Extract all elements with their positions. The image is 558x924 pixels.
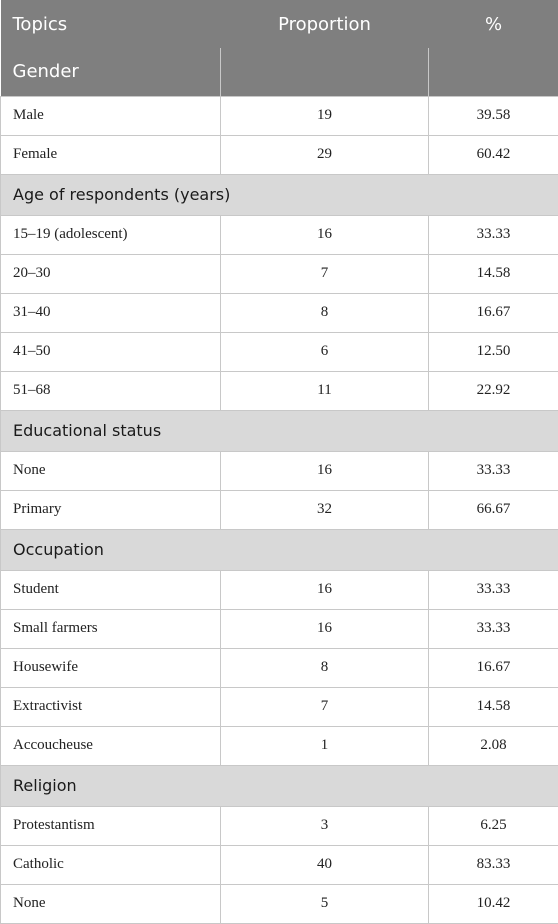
row-percent: 22.92 xyxy=(429,371,558,410)
row-percent: 33.33 xyxy=(429,609,558,648)
table-row: 15–19 (adolescent) 16 33.33 xyxy=(1,215,558,254)
section-header-gender: Gender xyxy=(1,48,558,96)
row-proportion: 3 xyxy=(221,806,429,845)
row-percent: 10.42 xyxy=(429,884,558,923)
header-proportion: Proportion xyxy=(221,0,429,48)
row-proportion: 5 xyxy=(221,884,429,923)
row-label: 15–19 (adolescent) xyxy=(1,215,221,254)
row-label: None xyxy=(1,451,221,490)
section-header-education: Educational status xyxy=(1,410,558,451)
row-label: Female xyxy=(1,135,221,174)
row-percent: 39.58 xyxy=(429,96,558,135)
table-row: 51–68 11 22.92 xyxy=(1,371,558,410)
row-label: Male xyxy=(1,96,221,135)
row-proportion: 11 xyxy=(221,371,429,410)
row-proportion: 8 xyxy=(221,648,429,687)
section-title: Age of respondents (years) xyxy=(1,174,558,215)
row-proportion: 8 xyxy=(221,293,429,332)
row-label: Student xyxy=(1,570,221,609)
table-row: None 5 10.42 xyxy=(1,884,558,923)
section-title: Gender xyxy=(1,48,221,96)
table-row: Extractivist 7 14.58 xyxy=(1,687,558,726)
row-label: Housewife xyxy=(1,648,221,687)
row-percent: 83.33 xyxy=(429,845,558,884)
section-filler xyxy=(221,48,429,96)
row-label: Primary xyxy=(1,490,221,529)
row-percent: 33.33 xyxy=(429,570,558,609)
table-row: 20–30 7 14.58 xyxy=(1,254,558,293)
header-row: Topics Proportion % xyxy=(1,0,558,48)
row-percent: 6.25 xyxy=(429,806,558,845)
table-row: Small farmers 16 33.33 xyxy=(1,609,558,648)
row-percent: 16.67 xyxy=(429,293,558,332)
row-proportion: 7 xyxy=(221,687,429,726)
table-row: Female 29 60.42 xyxy=(1,135,558,174)
row-percent: 2.08 xyxy=(429,726,558,765)
row-proportion: 32 xyxy=(221,490,429,529)
row-label: Small farmers xyxy=(1,609,221,648)
row-label: Accoucheuse xyxy=(1,726,221,765)
row-label: 41–50 xyxy=(1,332,221,371)
section-header-age: Age of respondents (years) xyxy=(1,174,558,215)
row-percent: 60.42 xyxy=(429,135,558,174)
table-header: Topics Proportion % Gender xyxy=(1,0,558,96)
row-proportion: 29 xyxy=(221,135,429,174)
table-row: Housewife 8 16.67 xyxy=(1,648,558,687)
row-label: 20–30 xyxy=(1,254,221,293)
row-percent: 12.50 xyxy=(429,332,558,371)
row-proportion: 19 xyxy=(221,96,429,135)
table-row: 41–50 6 12.50 xyxy=(1,332,558,371)
row-percent: 14.58 xyxy=(429,687,558,726)
row-percent: 16.67 xyxy=(429,648,558,687)
row-proportion: 16 xyxy=(221,570,429,609)
row-proportion: 6 xyxy=(221,332,429,371)
table-row: Male 19 39.58 xyxy=(1,96,558,135)
row-label: 31–40 xyxy=(1,293,221,332)
table-row: 31–40 8 16.67 xyxy=(1,293,558,332)
header-topics: Topics xyxy=(1,0,221,48)
row-label: Extractivist xyxy=(1,687,221,726)
table-row: Protestantism 3 6.25 xyxy=(1,806,558,845)
table-row: Primary 32 66.67 xyxy=(1,490,558,529)
row-percent: 33.33 xyxy=(429,215,558,254)
row-proportion: 1 xyxy=(221,726,429,765)
row-label: Catholic xyxy=(1,845,221,884)
row-percent: 66.67 xyxy=(429,490,558,529)
section-title: Educational status xyxy=(1,410,558,451)
section-title: Religion xyxy=(1,765,558,806)
row-label: 51–68 xyxy=(1,371,221,410)
row-proportion: 16 xyxy=(221,609,429,648)
row-label: Protestantism xyxy=(1,806,221,845)
row-percent: 14.58 xyxy=(429,254,558,293)
table-row: Accoucheuse 1 2.08 xyxy=(1,726,558,765)
section-header-occupation: Occupation xyxy=(1,529,558,570)
row-proportion: 7 xyxy=(221,254,429,293)
table-row: Student 16 33.33 xyxy=(1,570,558,609)
row-percent: 33.33 xyxy=(429,451,558,490)
table-row: None 16 33.33 xyxy=(1,451,558,490)
row-proportion: 16 xyxy=(221,451,429,490)
section-header-religion: Religion xyxy=(1,765,558,806)
table-row: Catholic 40 83.33 xyxy=(1,845,558,884)
section-title: Occupation xyxy=(1,529,558,570)
table-body: Male 19 39.58 Female 29 60.42 Age of res… xyxy=(1,96,558,923)
section-filler xyxy=(429,48,558,96)
header-percent: % xyxy=(429,0,558,48)
row-label: None xyxy=(1,884,221,923)
row-proportion: 16 xyxy=(221,215,429,254)
row-proportion: 40 xyxy=(221,845,429,884)
